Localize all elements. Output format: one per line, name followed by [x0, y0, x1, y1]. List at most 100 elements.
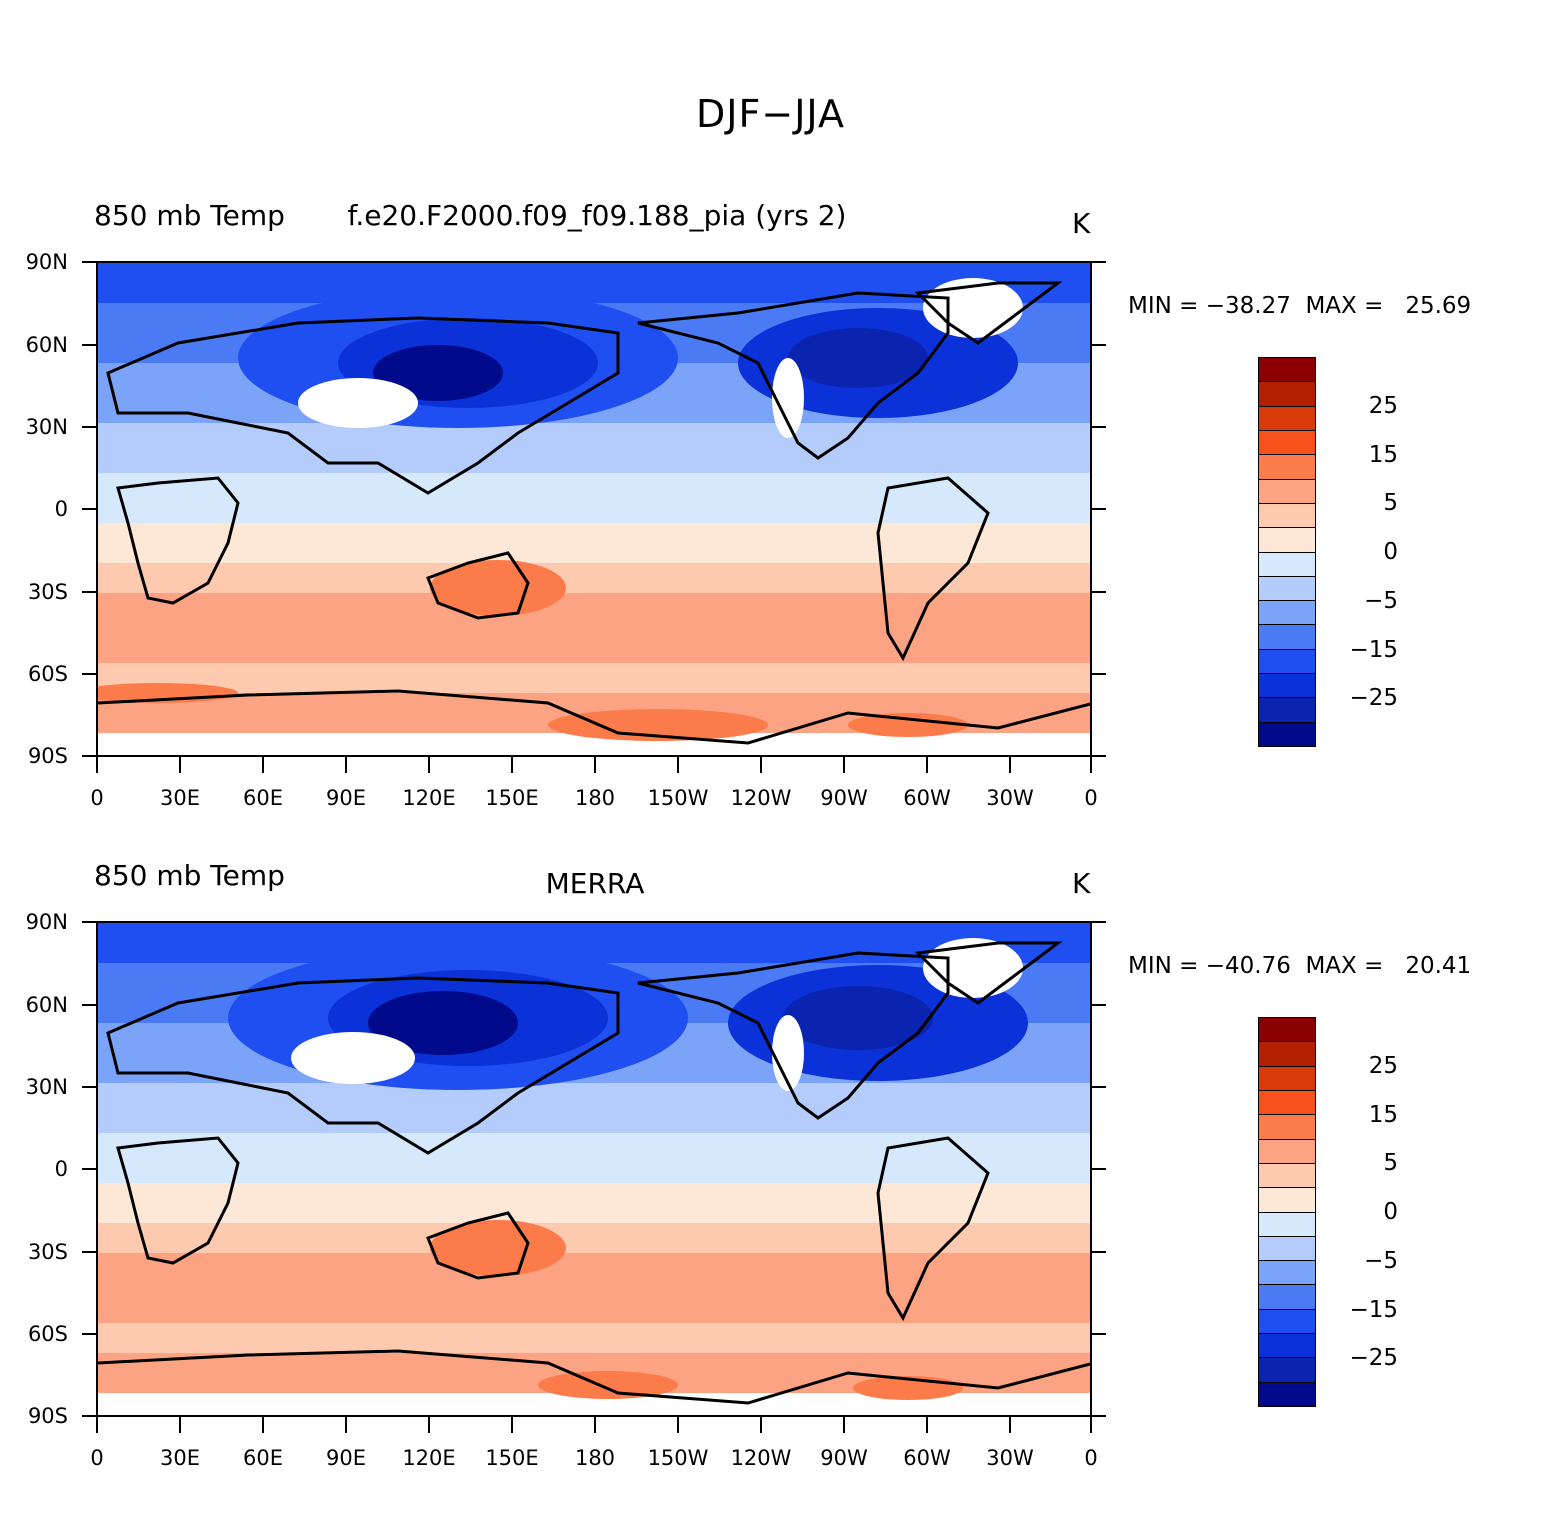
- colorbar-segment: [1259, 430, 1315, 456]
- y-ticks: [82, 921, 1106, 1417]
- x-tick-label: 0: [1084, 786, 1097, 810]
- colorbar-label: −15: [1349, 1296, 1398, 1323]
- tibet-masked: [298, 378, 418, 428]
- x-tick-label: 30W: [986, 1446, 1034, 1470]
- colorbar-segment: [1259, 528, 1315, 553]
- colorbar-segment: [1259, 1163, 1315, 1189]
- x-tick-label: 60W: [903, 1446, 951, 1470]
- y-tick-label: 90S: [28, 1404, 68, 1428]
- x-tick-label: 30E: [160, 1446, 200, 1470]
- colorbar-label: −5: [1364, 587, 1398, 614]
- colorbar-segment: [1259, 1042, 1315, 1067]
- colorbar: [1258, 357, 1316, 747]
- x-tick-label: 60W: [903, 786, 951, 810]
- colorbar-label: 25: [1368, 392, 1398, 419]
- band: [98, 1183, 1090, 1223]
- x-tick-label: 0: [90, 786, 103, 810]
- temperature-field: [98, 263, 1090, 755]
- y-ticks: [82, 261, 1106, 757]
- y-tick-label: 30N: [26, 415, 68, 439]
- warm-antarctic: [538, 1371, 678, 1399]
- colorbar-segment: [1259, 576, 1315, 602]
- colorbar-segment: [1259, 479, 1315, 504]
- y-tick-label: 60S: [28, 662, 68, 686]
- y-tick-label: 60S: [28, 1322, 68, 1346]
- x-tick-label: 30E: [160, 786, 200, 810]
- min-max-readout: MIN = −40.76 MAX = 20.41: [1128, 953, 1472, 979]
- colorbar-labels: 25 15 5 0 −5 −15 −25: [1320, 357, 1420, 747]
- colorbar-segment: [1259, 1309, 1315, 1335]
- coastline-south-america: [876, 476, 990, 662]
- band: [98, 593, 1090, 663]
- x-tick-label: 90E: [326, 786, 366, 810]
- y-tick-label: 60N: [26, 333, 68, 357]
- temperature-field: [98, 923, 1090, 1415]
- units-label: K: [1072, 207, 1091, 240]
- x-tick-label: 90W: [820, 1446, 868, 1470]
- x-tick-label: 120E: [402, 786, 455, 810]
- x-tick-label: 150W: [648, 1446, 709, 1470]
- x-ticks: [96, 1417, 1092, 1433]
- colorbar-segment: [1259, 1212, 1315, 1237]
- coastline-north-america: [637, 951, 950, 1120]
- colorbar-segment: [1259, 1236, 1315, 1262]
- y-tick-label: 60N: [26, 993, 68, 1017]
- band: [98, 1223, 1090, 1253]
- colorbar-label: 0: [1383, 539, 1398, 565]
- colorbar-segment: [1259, 1018, 1315, 1043]
- x-tick-label: 30W: [986, 786, 1034, 810]
- band: [98, 523, 1090, 563]
- x-tick-label: 0: [1084, 1446, 1097, 1470]
- coastline-australia: [426, 551, 530, 620]
- colorbar-segment: [1259, 1115, 1315, 1140]
- colorbar-labels: 25 15 5 0 −5 −15 −25: [1320, 1017, 1420, 1407]
- variable-label: 850 mb Temp: [94, 859, 285, 892]
- coastline-eurasia: [106, 976, 620, 1155]
- map-axes: 90N 60N 30N 0 30S 60S 90S 0 30E 60E 90E …: [26, 250, 1106, 810]
- x-tick-label: 120W: [731, 786, 792, 810]
- colorbar-segment: [1259, 1139, 1315, 1164]
- colorbar-label: 15: [1368, 441, 1398, 468]
- band: [98, 563, 1090, 593]
- colorbar-label: −25: [1349, 685, 1398, 712]
- colorbar-segment: [1259, 1334, 1315, 1359]
- coastline-africa: [116, 1136, 240, 1265]
- coastline-eurasia: [106, 316, 620, 495]
- coastline-south-america: [876, 1136, 990, 1322]
- band: [98, 733, 1090, 755]
- case-label: f.e20.F2000.f09_f09.188_pia (yrs 2): [347, 199, 847, 232]
- coastline-greenland: [914, 281, 1063, 345]
- x-tick-label: 150E: [485, 1446, 538, 1470]
- warm-antarctic: [848, 713, 968, 737]
- band: [98, 663, 1090, 693]
- colorbar-segment: [1259, 1358, 1315, 1383]
- coastline-antarctica: [98, 1349, 1090, 1405]
- coastline-north-america: [637, 291, 950, 460]
- colorbar-label: 25: [1368, 1052, 1398, 1079]
- x-tick-label: 90W: [820, 786, 868, 810]
- band: [98, 1393, 1090, 1415]
- colorbar-segment: [1259, 1188, 1315, 1213]
- colorbar-segment: [1259, 625, 1315, 650]
- band: [98, 1253, 1090, 1323]
- colorbar-segment: [1259, 503, 1315, 529]
- warm-australia: [430, 1220, 566, 1276]
- warm-antarctic: [548, 709, 768, 741]
- x-tick-label: 0: [90, 1446, 103, 1470]
- x-tick-label: 60E: [243, 1446, 283, 1470]
- tibet-masked: [291, 1032, 415, 1084]
- cold-core-namerica: [788, 328, 928, 388]
- rockies-masked: [772, 1015, 804, 1091]
- x-tick-label: 150W: [648, 786, 709, 810]
- colorbar-segment: [1259, 649, 1315, 675]
- x-tick-label: 120W: [731, 1446, 792, 1470]
- colorbar-label: 5: [1383, 1150, 1398, 1177]
- map-axes: 90N 60N 30N 0 30S 60S 90S 0 30E 60E 90E …: [26, 910, 1106, 1470]
- x-tick-label: 90E: [326, 1446, 366, 1470]
- x-tick-label: 60E: [243, 786, 283, 810]
- colorbar-segment: [1259, 552, 1315, 577]
- panel-merra: 850 mb Temp MERRA K: [0, 855, 1541, 1495]
- colorbar-label: −15: [1349, 636, 1398, 663]
- coastline-africa: [116, 476, 240, 605]
- coastline-greenland: [914, 941, 1063, 1005]
